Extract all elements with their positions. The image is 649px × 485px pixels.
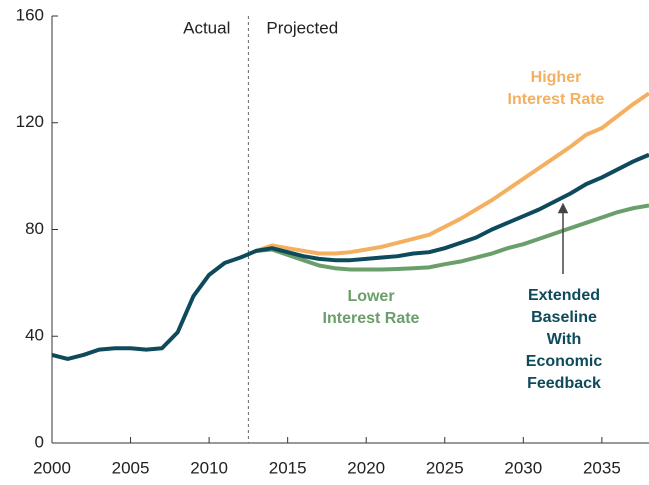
y-tick-label: 40 xyxy=(25,326,44,345)
series-label: Feedback xyxy=(527,375,601,392)
series-label: Economic xyxy=(526,353,603,370)
x-tick-label: 2010 xyxy=(190,458,228,477)
series-label: Lower xyxy=(347,288,394,305)
x-tick-label: 2035 xyxy=(583,458,621,477)
y-tick-label: 0 xyxy=(35,432,44,451)
y-tick-label: 120 xyxy=(16,112,44,131)
series-line xyxy=(255,91,649,256)
annotation: Actual xyxy=(183,18,230,37)
x-tick-label: 2005 xyxy=(112,458,150,477)
x-tick-label: 2015 xyxy=(269,458,307,477)
series-label: Baseline xyxy=(531,309,597,326)
series-label: With xyxy=(547,331,582,348)
y-tick-label: 80 xyxy=(25,219,44,238)
series-line xyxy=(256,203,649,272)
series-label: Extended xyxy=(528,287,600,304)
x-tick-label: 2020 xyxy=(347,458,385,477)
annotation: Projected xyxy=(266,18,338,37)
series-label: Higher xyxy=(531,69,582,86)
x-tick-label: 2000 xyxy=(33,458,71,477)
series-label: Interest Rate xyxy=(508,91,605,108)
x-tick-label: 2025 xyxy=(426,458,464,477)
series-line xyxy=(51,152,649,361)
y-tick-label: 160 xyxy=(16,5,44,24)
series-label: Interest Rate xyxy=(323,310,420,327)
x-tick-label: 2030 xyxy=(504,458,542,477)
